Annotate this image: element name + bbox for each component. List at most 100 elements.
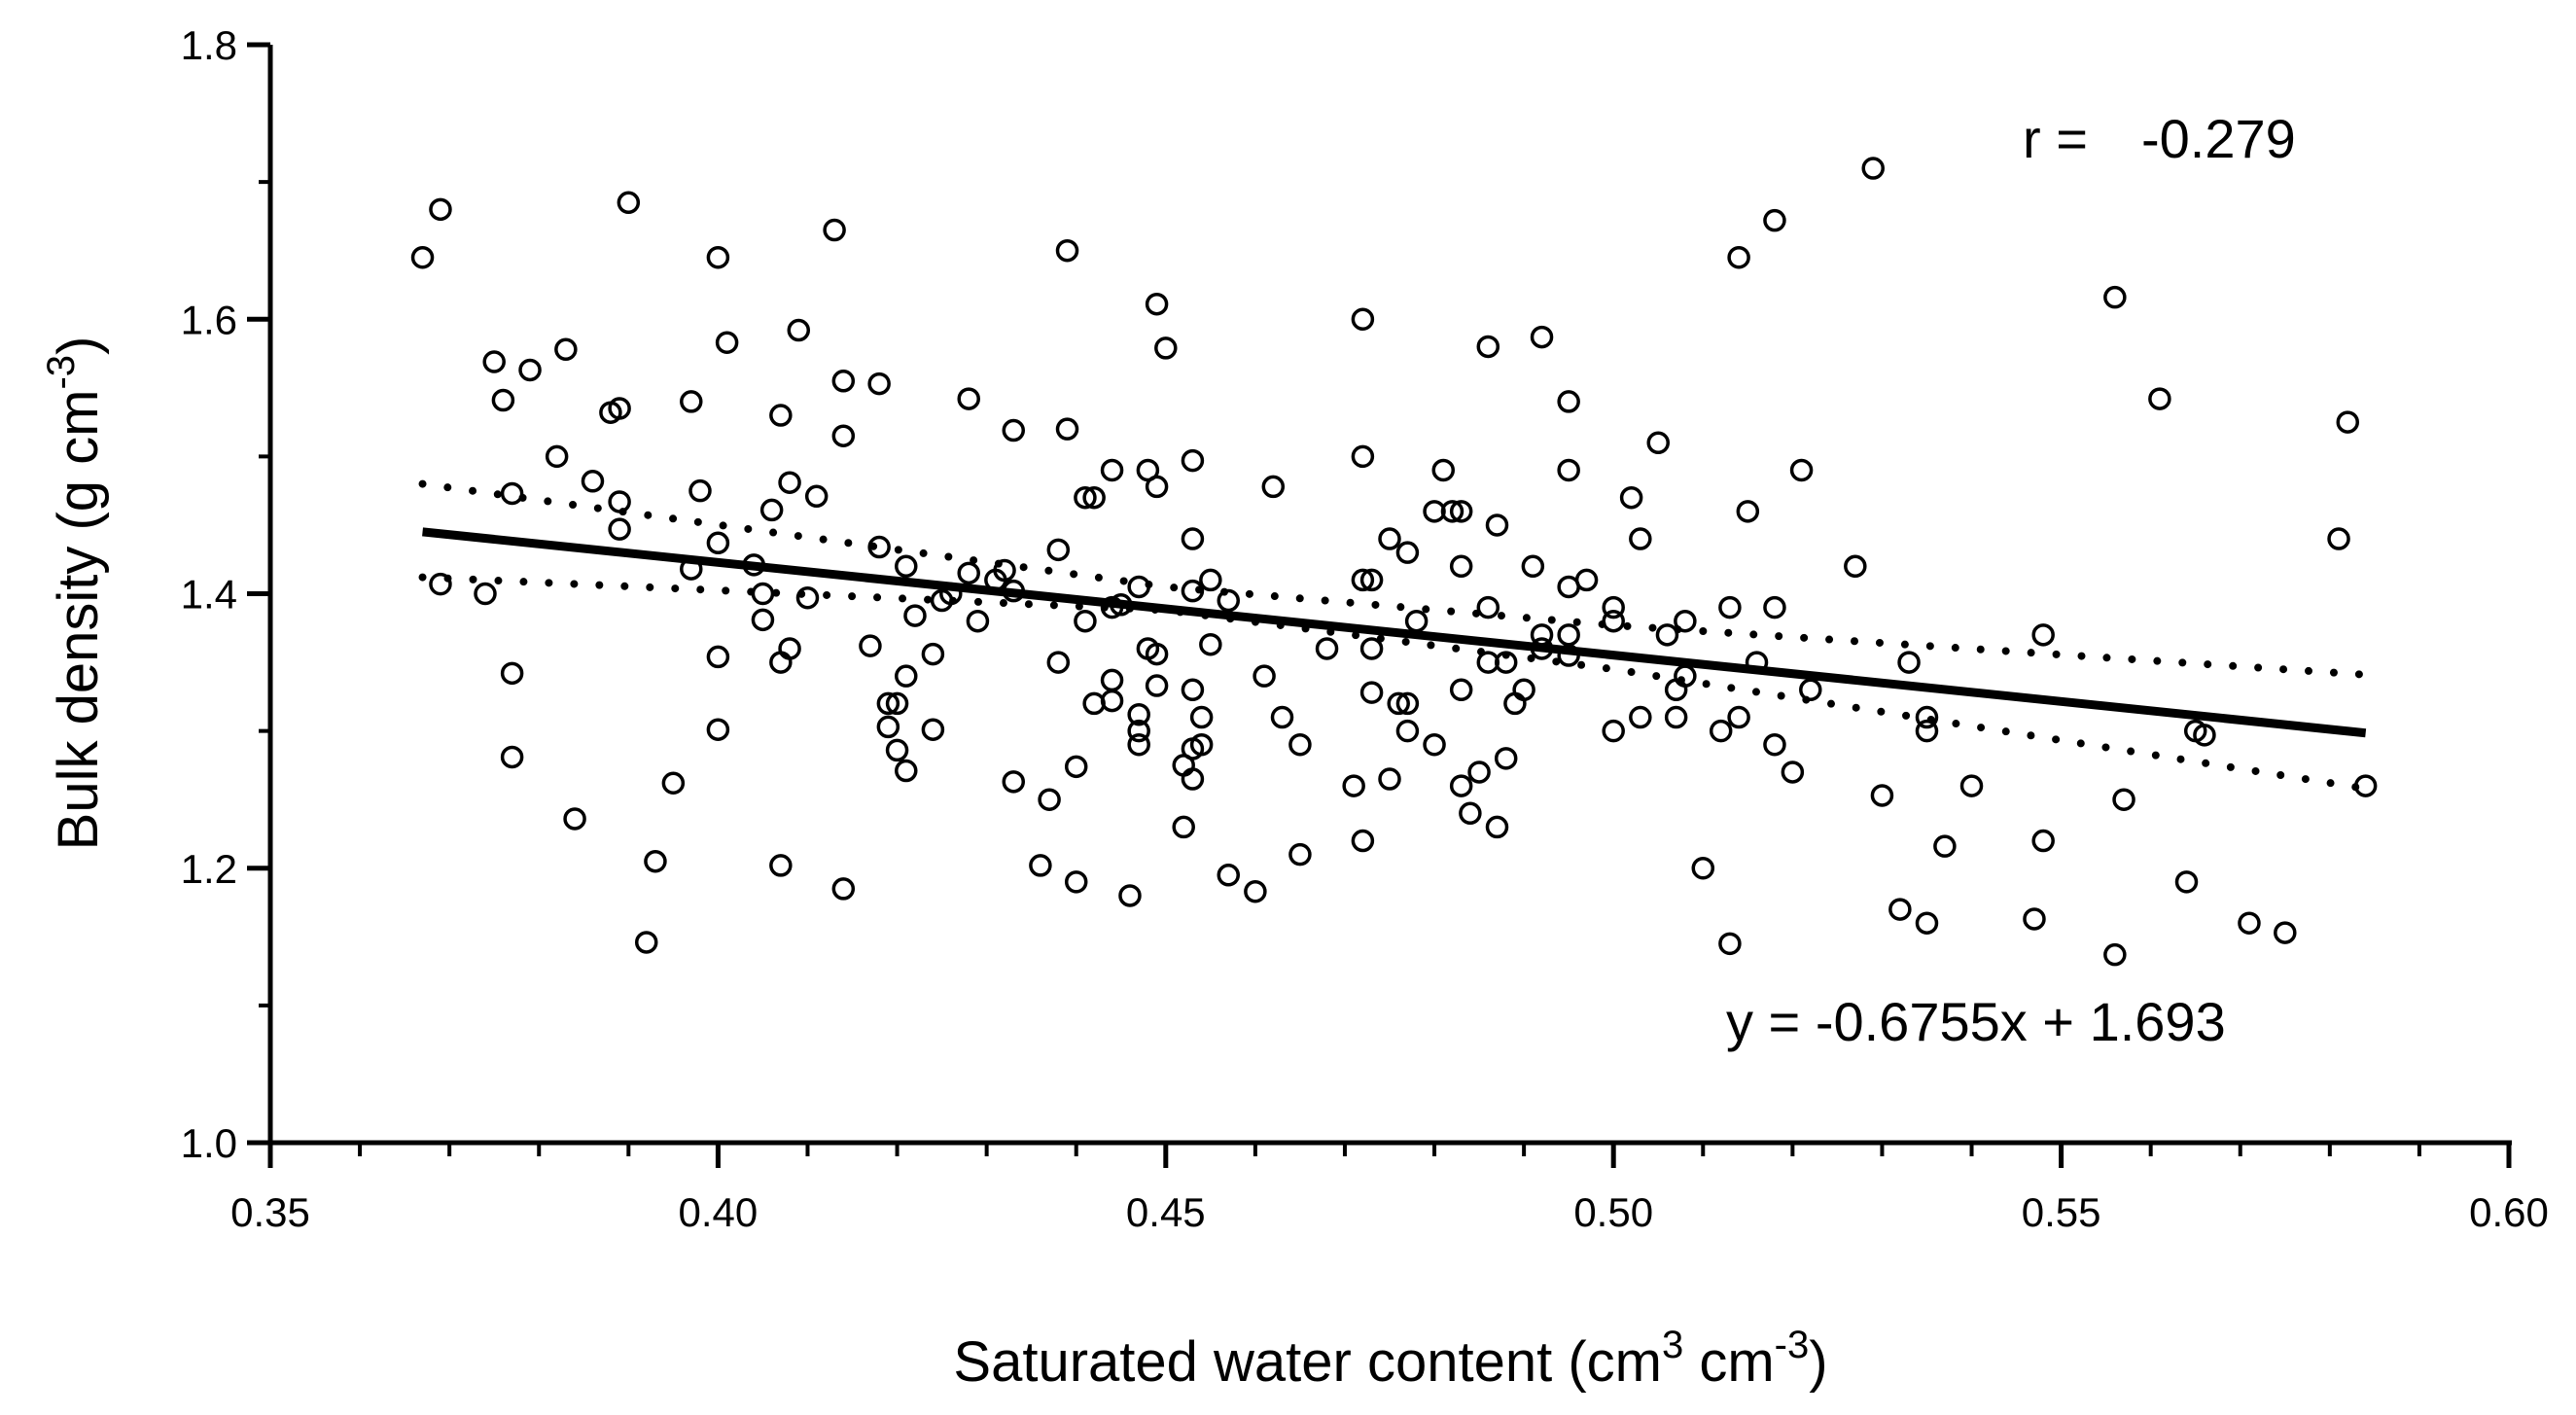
data-point bbox=[1217, 864, 1241, 887]
data-point bbox=[1046, 651, 1071, 674]
x-tick-label: 0.40 bbox=[679, 1189, 759, 1235]
data-point bbox=[859, 634, 882, 657]
data-point bbox=[1189, 732, 1214, 757]
data-point bbox=[1431, 458, 1455, 482]
data-point bbox=[1351, 568, 1375, 592]
data-point bbox=[751, 608, 775, 632]
data-point bbox=[1915, 911, 1939, 935]
data-point bbox=[966, 609, 990, 633]
data-point bbox=[1646, 431, 1670, 455]
x-axis-title-main: Saturated water content (cm bbox=[953, 1330, 1662, 1394]
data-point bbox=[1172, 815, 1195, 839]
data-point bbox=[1449, 500, 1473, 523]
data-point bbox=[795, 585, 820, 610]
data-point bbox=[957, 387, 980, 410]
data-point bbox=[1244, 879, 1267, 903]
data-point bbox=[1395, 691, 1420, 716]
data-point bbox=[715, 331, 739, 354]
data-point bbox=[1145, 475, 1169, 499]
data-point bbox=[1718, 932, 1742, 956]
data-point bbox=[993, 558, 1016, 583]
x-axis-title-end: ) bbox=[1809, 1330, 1827, 1394]
data-point bbox=[634, 931, 658, 954]
y-axis-title-end: ) bbox=[47, 336, 110, 355]
data-point bbox=[1064, 870, 1088, 894]
data-point bbox=[895, 664, 918, 688]
data-point bbox=[1270, 705, 1294, 729]
data-point bbox=[2148, 387, 2171, 410]
data-point bbox=[1217, 588, 1241, 613]
data-point bbox=[2112, 788, 2135, 811]
data-point bbox=[1181, 767, 1205, 791]
data-point bbox=[1074, 609, 1097, 633]
data-point bbox=[1467, 761, 1491, 784]
data-point bbox=[1359, 637, 1384, 660]
regression-line-group bbox=[422, 527, 2367, 738]
data-point bbox=[1449, 774, 1473, 797]
data-point bbox=[759, 498, 784, 522]
data-point bbox=[1664, 705, 1688, 729]
data-point bbox=[1359, 681, 1384, 704]
data-point bbox=[1145, 674, 1169, 697]
data-point bbox=[1655, 623, 1679, 647]
data-point bbox=[1494, 651, 1518, 674]
data-point bbox=[1199, 568, 1222, 592]
data-point bbox=[1055, 417, 1079, 441]
data-point bbox=[885, 691, 909, 716]
data-point bbox=[1449, 554, 1473, 579]
data-point bbox=[1029, 854, 1052, 877]
x-tick-label: 0.50 bbox=[1573, 1189, 1653, 1235]
data-point bbox=[1494, 747, 1518, 770]
data-point bbox=[769, 404, 793, 427]
data-point bbox=[787, 318, 811, 342]
data-point bbox=[1404, 609, 1429, 633]
data-point bbox=[1933, 834, 1957, 858]
data-point bbox=[545, 444, 569, 469]
data-point bbox=[1476, 595, 1500, 619]
data-point bbox=[1870, 784, 1894, 807]
data-point bbox=[1521, 554, 1545, 579]
data-point bbox=[778, 471, 801, 494]
data-point bbox=[804, 484, 829, 509]
data-point bbox=[1064, 755, 1088, 779]
data-point bbox=[1530, 325, 1554, 349]
data-point bbox=[921, 718, 945, 741]
regression-line bbox=[422, 527, 2367, 738]
data-point bbox=[1199, 632, 1222, 656]
data-point bbox=[1181, 527, 1205, 550]
data-point bbox=[957, 561, 980, 585]
x-axis: 0.35 0.40 0.45 0.50 0.55 0.60 bbox=[230, 1140, 2549, 1235]
y-axis-title: Bulk density (g cm-3) bbox=[40, 336, 110, 851]
data-point bbox=[2103, 942, 2127, 967]
y-axis-title-sup: -3 bbox=[40, 355, 83, 390]
confidence-band-lower bbox=[418, 573, 2370, 793]
data-point bbox=[2023, 907, 2046, 931]
data-point bbox=[1002, 418, 1026, 442]
data-point bbox=[1074, 485, 1097, 510]
y-tick-label: 1.4 bbox=[181, 572, 237, 618]
data-point bbox=[500, 661, 524, 686]
data-point bbox=[1181, 579, 1205, 603]
data-point bbox=[876, 691, 900, 716]
data-point bbox=[903, 604, 927, 627]
data-point bbox=[1189, 705, 1214, 729]
data-point bbox=[2336, 410, 2360, 434]
data-point bbox=[1387, 691, 1410, 716]
data-point bbox=[1789, 458, 1814, 482]
data-point bbox=[1055, 238, 1079, 263]
data-point bbox=[831, 877, 856, 901]
data-point bbox=[831, 370, 856, 393]
data-point bbox=[500, 745, 524, 769]
data-point bbox=[831, 424, 856, 447]
data-point bbox=[706, 245, 730, 269]
data-point bbox=[1181, 448, 1205, 473]
data-point bbox=[1844, 554, 1867, 579]
data-point bbox=[1915, 705, 1939, 729]
data-point bbox=[1127, 732, 1150, 757]
data-point bbox=[1378, 767, 1401, 791]
data-point bbox=[1897, 651, 1921, 674]
data-point bbox=[1709, 719, 1733, 743]
data-point bbox=[688, 478, 712, 503]
data-point bbox=[1181, 678, 1205, 702]
data-point bbox=[1395, 541, 1420, 564]
